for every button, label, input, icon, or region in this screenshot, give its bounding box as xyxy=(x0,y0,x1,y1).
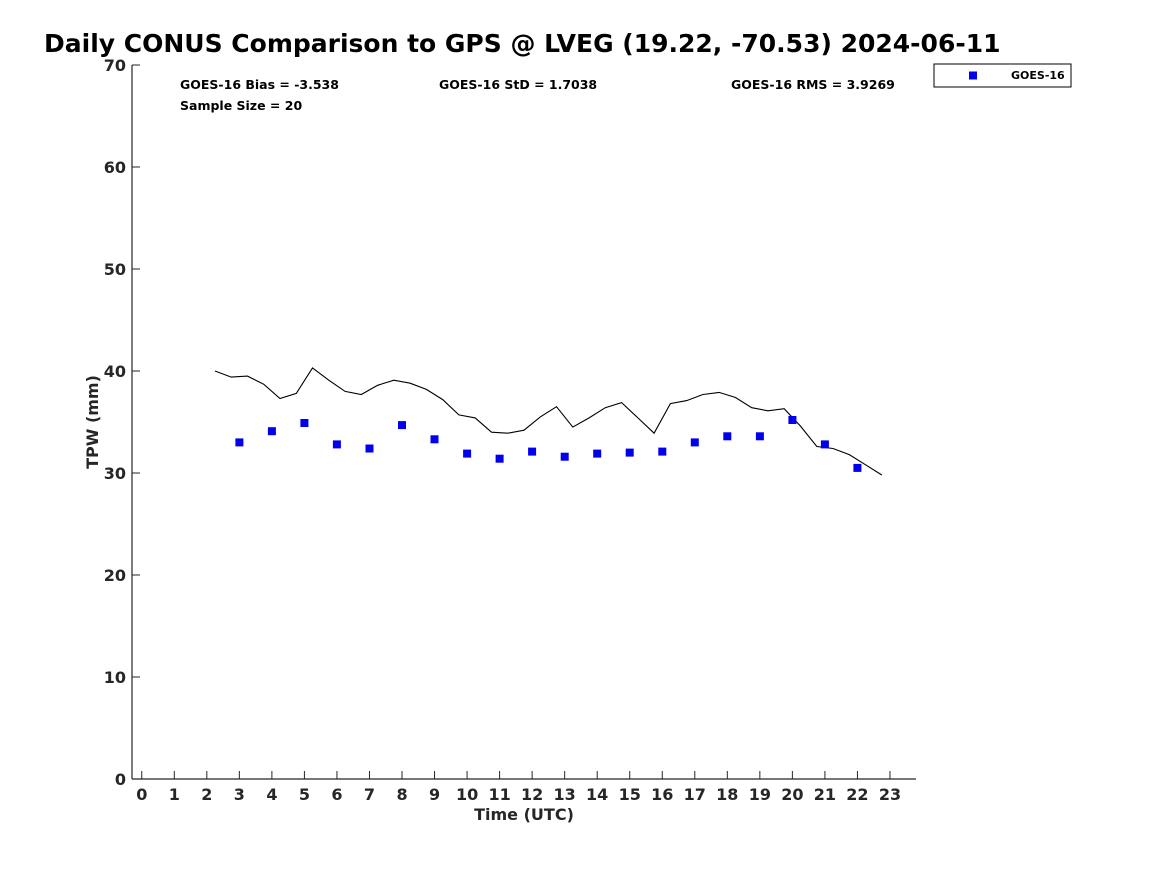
chart-title: Daily CONUS Comparison to GPS @ LVEG (19… xyxy=(44,29,1001,58)
x-tick-label: 4 xyxy=(266,785,277,804)
x-tick-label: 9 xyxy=(429,785,440,804)
legend-marker-goes16 xyxy=(969,71,977,80)
x-tick-label: 10 xyxy=(456,785,478,804)
legend: GOES-16 xyxy=(933,63,1072,88)
x-tick-label: 3 xyxy=(234,785,245,804)
legend-label-goes16: GOES-16 xyxy=(1011,69,1065,82)
goes16-point xyxy=(658,447,667,456)
y-tick-label: 30 xyxy=(104,464,126,483)
x-tick-label: 20 xyxy=(781,785,803,804)
y-tick-label: 50 xyxy=(104,260,126,279)
goes16-point xyxy=(267,427,276,436)
x-tick-label: 19 xyxy=(749,785,771,804)
x-tick-label: 16 xyxy=(651,785,673,804)
x-axis-label: Time (UTC) xyxy=(474,805,574,824)
goes16-point xyxy=(365,444,374,453)
goes16-point xyxy=(560,452,569,461)
goes16-point xyxy=(853,463,862,472)
goes16-point xyxy=(463,449,472,458)
x-tick-label: 6 xyxy=(331,785,342,804)
stat-bias: GOES-16 Bias = -3.538 xyxy=(180,77,339,92)
x-tick-label: 13 xyxy=(554,785,576,804)
y-ticks: 0 10 20 30 40 50 60 70 xyxy=(104,56,140,789)
x-tick-label: 15 xyxy=(619,785,641,804)
goes16-point xyxy=(593,449,602,458)
goes16-point xyxy=(398,421,406,430)
x-tick-label: 18 xyxy=(716,785,738,804)
y-tick-label: 40 xyxy=(104,362,126,381)
goes16-point xyxy=(788,416,797,424)
goes16-point xyxy=(300,419,309,427)
y-tick-label: 10 xyxy=(104,668,126,687)
y-tick-label: 60 xyxy=(104,158,126,177)
x-tick-label: 17 xyxy=(684,785,706,804)
gps-line-series xyxy=(214,367,883,476)
goes16-point xyxy=(528,447,537,456)
x-ticks: 0 1 2 3 4 5 6 7 8 9 10 11 12 13 14 15 16 17 18 19 20 21 22 23 xyxy=(136,771,901,804)
x-tick-label: 5 xyxy=(299,785,310,804)
goes16-point xyxy=(820,440,829,449)
goes16-point xyxy=(495,454,504,463)
stat-std: GOES-16 StD = 1.7038 xyxy=(439,77,597,92)
y-tick-label: 70 xyxy=(104,56,126,75)
goes16-marker-series xyxy=(235,416,862,472)
goes16-point xyxy=(430,435,439,444)
x-tick-label: 12 xyxy=(521,785,543,804)
plot-axes xyxy=(131,65,916,780)
x-tick-label: 8 xyxy=(396,785,407,804)
y-tick-label: 20 xyxy=(104,566,126,585)
x-tick-label: 23 xyxy=(879,785,901,804)
goes16-point xyxy=(332,440,341,449)
x-tick-label: 11 xyxy=(488,785,510,804)
stat-rms: GOES-16 RMS = 3.9269 xyxy=(731,77,895,92)
x-tick-label: 7 xyxy=(364,785,375,804)
x-tick-label: 22 xyxy=(846,785,868,804)
x-tick-label: 14 xyxy=(586,785,608,804)
y-tick-label: 0 xyxy=(115,770,126,789)
gps-line xyxy=(214,367,883,476)
legend-box xyxy=(933,63,1072,88)
stat-sample-size: Sample Size = 20 xyxy=(180,98,302,113)
goes16-point xyxy=(625,448,634,457)
goes16-point xyxy=(723,432,732,441)
goes16-point xyxy=(755,432,764,441)
x-tick-label: 2 xyxy=(201,785,212,804)
x-tick-label: 1 xyxy=(169,785,180,804)
goes16-point xyxy=(690,438,699,447)
x-tick-label: 0 xyxy=(136,785,147,804)
x-tick-label: 21 xyxy=(814,785,836,804)
y-axis-label: TPW (mm) xyxy=(83,375,102,469)
goes16-point xyxy=(235,438,244,447)
